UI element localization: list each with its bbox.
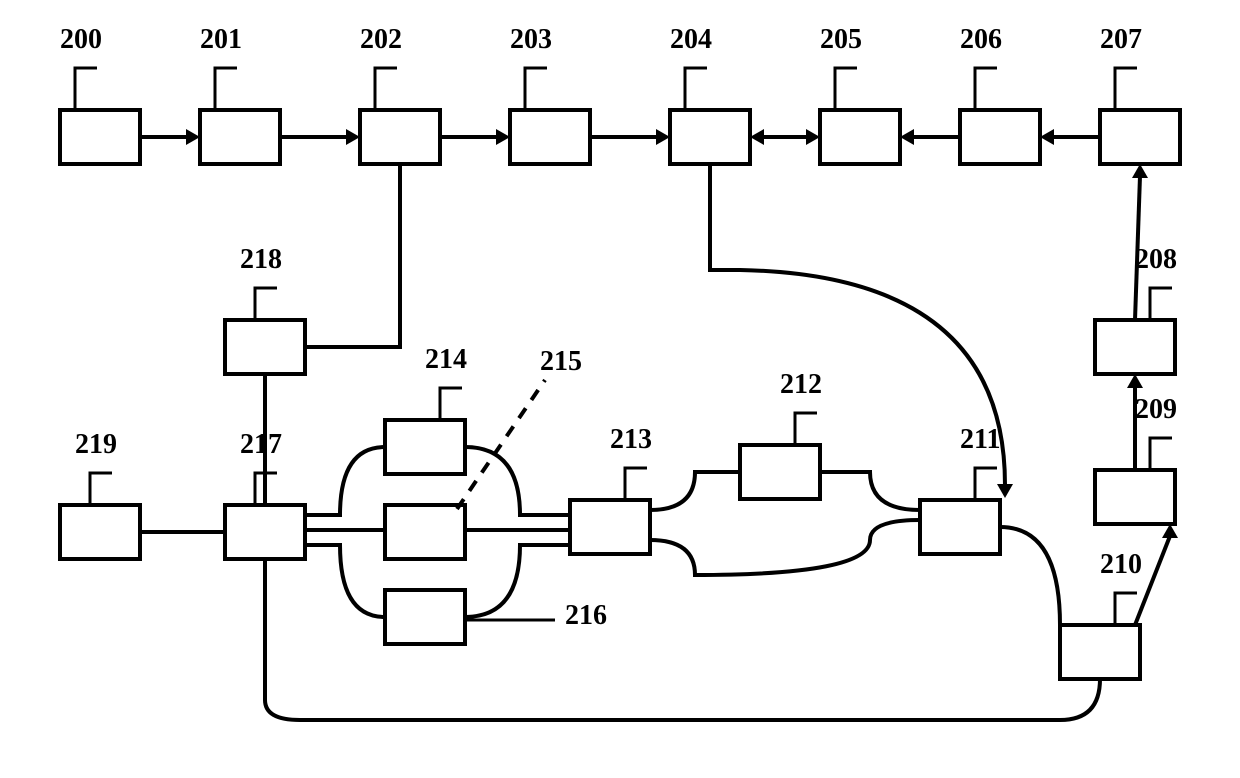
label-210: 210 bbox=[1100, 549, 1142, 580]
leader-200 bbox=[75, 68, 97, 110]
label-214: 214 bbox=[425, 344, 467, 375]
block-215 bbox=[385, 505, 465, 559]
leader-207 bbox=[1115, 68, 1137, 110]
label-215: 215 bbox=[540, 346, 582, 377]
block-211 bbox=[920, 500, 1000, 554]
label-207: 207 bbox=[1100, 24, 1142, 55]
leader-206 bbox=[975, 68, 997, 110]
block-202 bbox=[360, 110, 440, 164]
leader-219 bbox=[90, 473, 112, 505]
block-206 bbox=[960, 110, 1040, 164]
label-209: 209 bbox=[1135, 394, 1177, 425]
leader-212 bbox=[795, 413, 817, 445]
leader-205 bbox=[835, 68, 857, 110]
edge-217-to-214 bbox=[305, 447, 385, 515]
label-208: 208 bbox=[1135, 244, 1177, 275]
label-217: 217 bbox=[240, 429, 282, 460]
label-218: 218 bbox=[240, 244, 282, 275]
label-202: 202 bbox=[360, 24, 402, 55]
edge-211-to-210 bbox=[1000, 527, 1060, 625]
label-206: 206 bbox=[960, 24, 1002, 55]
block-219 bbox=[60, 505, 140, 559]
block-diagram: 200 201 202 203 204 205 206 207 208 209 210 211 212 2… bbox=[0, 0, 1240, 778]
block-205 bbox=[820, 110, 900, 164]
block-214 bbox=[385, 420, 465, 474]
leader-218 bbox=[255, 288, 277, 320]
label-204: 204 bbox=[670, 24, 712, 55]
leader-211 bbox=[975, 468, 997, 500]
block-216 bbox=[385, 590, 465, 644]
label-201: 201 bbox=[200, 24, 242, 55]
edge-212-to-211-top bbox=[820, 472, 920, 510]
label-203: 203 bbox=[510, 24, 552, 55]
leader-210 bbox=[1115, 593, 1137, 625]
edge-213-to-211-bot bbox=[650, 520, 920, 575]
block-208 bbox=[1095, 320, 1175, 374]
block-212 bbox=[740, 445, 820, 499]
block-207 bbox=[1100, 110, 1180, 164]
label-211: 211 bbox=[960, 424, 1000, 455]
label-200: 200 bbox=[60, 24, 102, 55]
leader-208 bbox=[1150, 288, 1172, 320]
edge-217-to-216 bbox=[305, 545, 385, 617]
block-217 bbox=[225, 505, 305, 559]
edge-202-to-218 bbox=[305, 164, 400, 347]
edge-213-to-212-top bbox=[650, 472, 740, 510]
leader-209 bbox=[1150, 438, 1172, 470]
block-203 bbox=[510, 110, 590, 164]
leader-202 bbox=[375, 68, 397, 110]
leader-213 bbox=[625, 468, 647, 500]
block-204 bbox=[670, 110, 750, 164]
leader-203 bbox=[525, 68, 547, 110]
block-218 bbox=[225, 320, 305, 374]
leader-204 bbox=[685, 68, 707, 110]
edge-214-to-213 bbox=[465, 447, 570, 515]
block-213 bbox=[570, 500, 650, 554]
label-205: 205 bbox=[820, 24, 862, 55]
block-200 bbox=[60, 110, 140, 164]
edge-216-to-213 bbox=[465, 545, 570, 617]
label-219: 219 bbox=[75, 429, 117, 460]
leader-214 bbox=[440, 388, 462, 420]
block-209 bbox=[1095, 470, 1175, 524]
label-212: 212 bbox=[780, 369, 822, 400]
label-213: 213 bbox=[610, 424, 652, 455]
leader-215 bbox=[457, 380, 545, 509]
block-210 bbox=[1060, 625, 1140, 679]
block-201 bbox=[200, 110, 280, 164]
label-216: 216 bbox=[565, 600, 607, 631]
leader-201 bbox=[215, 68, 237, 110]
